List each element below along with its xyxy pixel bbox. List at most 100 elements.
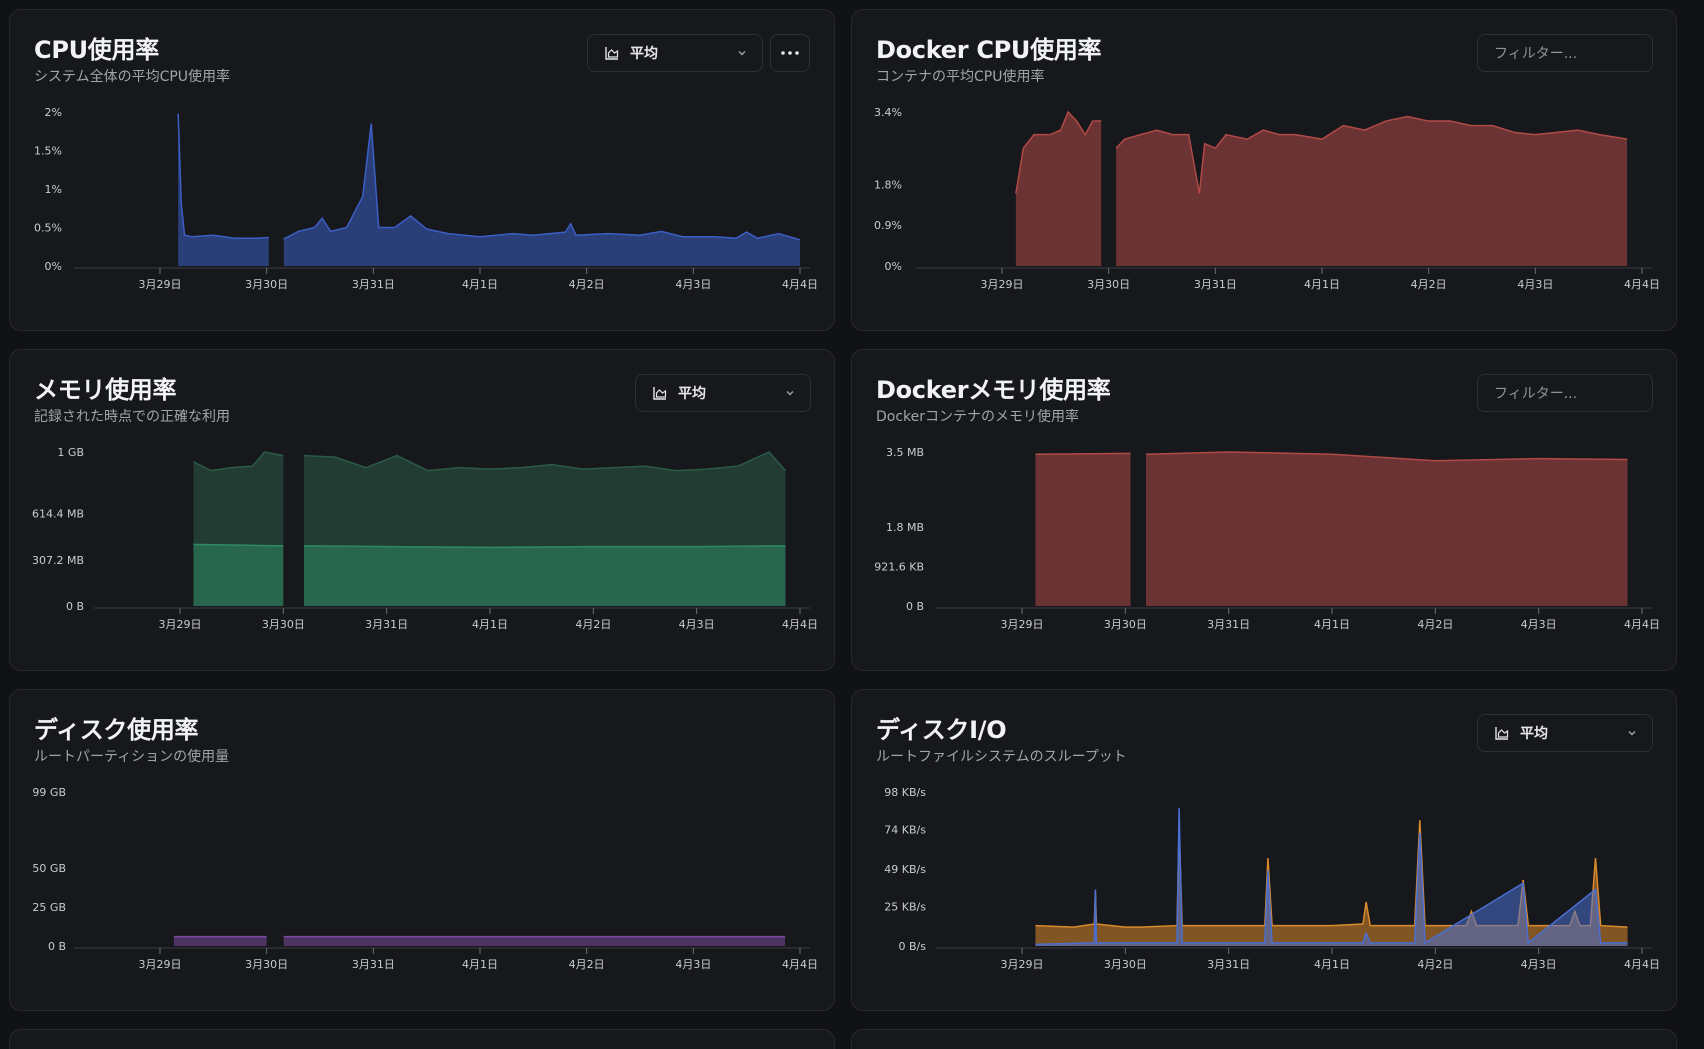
select-label: 平均	[678, 386, 706, 402]
more-options-button[interactable]	[770, 34, 810, 72]
card-title: Docker CPU使用率	[876, 36, 1102, 64]
chevron-down-icon	[786, 391, 794, 396]
next-card-right	[851, 1029, 1677, 1049]
docker-memory-usage-card: Dockerメモリ使用率 Dockerコンテナのメモリ使用率 フィルター... …	[851, 349, 1677, 671]
filter-input[interactable]: フィルター...	[1477, 374, 1653, 412]
y-tick-label: 3.4%	[874, 106, 902, 119]
y-tick-label: 0%	[45, 260, 62, 273]
card-subtitle: コンテナの平均CPU使用率	[876, 69, 1045, 85]
docker-cpu-usage-chart: 3.4% 1.8% 0.9% 0% 3月29日 3月30日 3月31日 4月1日 4月2日 4月3…	[874, 106, 1660, 291]
y-tick-label: 1%	[45, 183, 62, 196]
y-tick-label: 2%	[45, 106, 62, 119]
series-0-area	[178, 113, 269, 266]
filter-input[interactable]: フィルター...	[1477, 34, 1653, 72]
series-1-area	[283, 123, 800, 266]
y-tick-label: 99 GB	[32, 786, 66, 799]
filter-placeholder: フィルター...	[1494, 386, 1578, 402]
x-tick-label: 3月29日	[139, 278, 182, 291]
x-tick-label: 3月30日	[1104, 618, 1147, 631]
y-tick-label: 0%	[885, 260, 902, 273]
x-tick-label: 3月30日	[245, 278, 288, 291]
disk-usage-chart: 99 GB 50 GB 25 GB 0 B 3月29日 3月30日 3月31日 4月1日 4月2…	[32, 786, 818, 971]
card-title: Dockerメモリ使用率	[876, 376, 1111, 404]
y-tick-label: 50 GB	[32, 862, 66, 875]
x-tick-label: 3月31日	[1207, 958, 1250, 971]
y-tick-label: 0 B	[48, 940, 66, 953]
series-1-area	[1116, 116, 1628, 266]
series-0-b-line	[303, 451, 787, 472]
series-0-area	[1035, 453, 1131, 606]
area-chart-icon	[653, 387, 667, 400]
y-tick-label: 25 KB/s	[884, 901, 926, 914]
series-0-area	[173, 936, 267, 946]
x-tick-label: 3月29日	[1001, 958, 1044, 971]
series-0-line	[1035, 820, 1628, 928]
y-tick-label: 0.5%	[34, 222, 62, 235]
y-tick-label: 0 B	[66, 600, 84, 613]
x-tick-label: 3月30日	[262, 618, 305, 631]
filter-placeholder: フィルター...	[1494, 46, 1578, 62]
docker-cpu-usage-card: Docker CPU使用率 コンテナの平均CPU使用率 フィルター... 3.4…	[851, 9, 1677, 331]
area-chart-icon	[1495, 727, 1509, 740]
more-horizontal-icon	[781, 51, 799, 55]
card-subtitle: システム全体の平均CPU使用率	[34, 69, 231, 85]
x-tick-label: 3月30日	[1104, 958, 1147, 971]
docker-memory-usage-chart: 3.5 MB 1.8 MB 921.6 KB 0 B 3月29日 3月30日 3月31日 4月…	[874, 446, 1660, 631]
x-tick-label: 4月4日	[782, 958, 818, 971]
card-title: メモリ使用率	[34, 376, 177, 404]
x-tick-label: 4月3日	[1521, 618, 1557, 631]
x-tick-label: 3月29日	[981, 278, 1024, 291]
y-tick-label: 1.8%	[874, 178, 902, 191]
y-tick-label: 98 KB/s	[884, 786, 926, 799]
x-tick-label: 3月31日	[1207, 618, 1250, 631]
y-tick-label: 3.5 MB	[886, 446, 924, 459]
y-tick-label: 0 B/s	[899, 940, 927, 953]
x-tick-label: 4月1日	[462, 278, 498, 291]
y-tick-label: 1 GB	[57, 446, 84, 459]
x-tick-label: 4月2日	[1411, 278, 1447, 291]
y-tick-label: 0.9%	[874, 219, 902, 232]
y-tick-label: 921.6 KB	[874, 560, 924, 573]
series-1-area	[283, 936, 786, 946]
y-tick-label: 614.4 MB	[32, 508, 84, 521]
series-0-line	[193, 451, 284, 472]
series-1-line	[1115, 115, 1628, 194]
x-tick-label: 3月30日	[1087, 278, 1130, 291]
x-tick-label: 3月30日	[245, 958, 288, 971]
x-tick-label: 3月29日	[1001, 618, 1044, 631]
series-1-line	[283, 123, 801, 241]
card-subtitle: ルートパーティションの使用量	[34, 749, 230, 765]
card-subtitle: Dockerコンテナのメモリ使用率	[876, 409, 1080, 425]
y-tick-label: 1.5%	[34, 145, 62, 158]
card-title: ディスク使用率	[34, 716, 199, 744]
x-tick-label: 4月4日	[782, 278, 818, 291]
memory-usage-card: メモリ使用率 記録された時点での正確な利用 平均 1 GB 614.4 MB 307…	[9, 349, 835, 671]
aggregation-select[interactable]: 平均	[587, 34, 763, 72]
disk-io-card: ディスクI/O ルートファイルシステムのスループット 平均 98 KB/s 74 …	[851, 689, 1677, 1011]
x-tick-label: 4月1日	[1314, 958, 1350, 971]
x-tick-label: 4月3日	[1521, 958, 1557, 971]
series-1-area	[1035, 807, 1628, 946]
x-tick-label: 4月3日	[679, 618, 715, 631]
series-0-area	[1015, 112, 1102, 266]
series-1-line	[193, 543, 284, 547]
aggregation-select[interactable]: 平均	[635, 374, 811, 412]
disk-usage-card: ディスク使用率 ルートパーティションの使用量 99 GB 50 GB 25 GB 0 …	[9, 689, 835, 1011]
x-tick-label: 3月31日	[365, 618, 408, 631]
series-1-line	[1035, 807, 1628, 946]
x-tick-label: 4月2日	[1417, 618, 1453, 631]
y-tick-label: 74 KB/s	[884, 824, 926, 837]
y-tick-label: 307.2 MB	[32, 554, 84, 567]
card-title: CPU使用率	[34, 36, 159, 64]
select-label: 平均	[630, 46, 658, 62]
series-0-line	[1015, 110, 1102, 194]
x-tick-label: 4月1日	[1314, 618, 1350, 631]
x-tick-label: 4月2日	[569, 278, 605, 291]
card-title: ディスクI/O	[876, 716, 1007, 744]
y-tick-label: 0 B	[906, 600, 924, 613]
x-tick-label: 3月29日	[159, 618, 202, 631]
series-1-area	[193, 544, 284, 606]
y-tick-label: 49 KB/s	[884, 863, 926, 876]
aggregation-select[interactable]: 平均	[1477, 714, 1653, 752]
x-tick-label: 4月2日	[1417, 958, 1453, 971]
